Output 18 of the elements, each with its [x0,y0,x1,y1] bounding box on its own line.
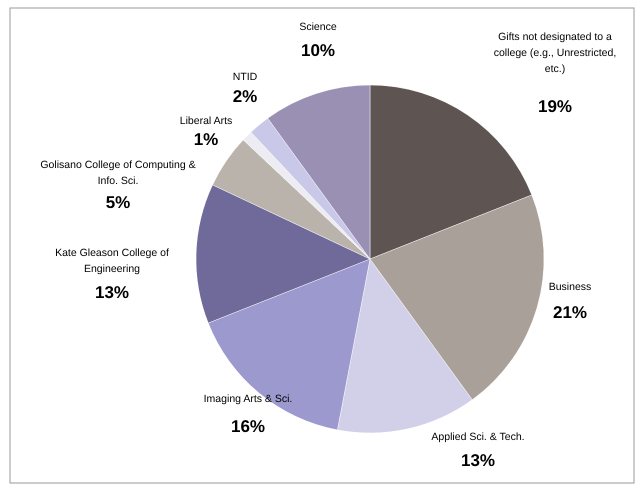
slice-label: Imaging Arts & Sci. [204,393,292,405]
slice-label: Kate Gleason College of Engineering [55,247,169,275]
slice-label: Business [548,281,592,293]
slice-label: Applied Sci. & Tech. [431,431,525,443]
data-label: 19% [538,97,572,116]
data-label: 13% [94,283,130,302]
data-label: 1% [194,130,218,149]
data-label: 13% [460,451,496,470]
slice-label: Golisano College of Computing & Info. Sci. [40,159,196,187]
data-label: 10% [300,41,336,60]
slice-label: NTID [232,71,258,83]
data-label: 21% [552,303,588,322]
data-label: 5% [106,193,130,212]
slice-label: Liberal Arts [180,115,232,127]
slice-label: Gifts not designated to a college (e.g., Unrestricted, etc.) [494,31,616,75]
data-label: 2% [232,87,258,106]
slice-label: Science [299,21,337,33]
data-label: 16% [230,417,266,436]
